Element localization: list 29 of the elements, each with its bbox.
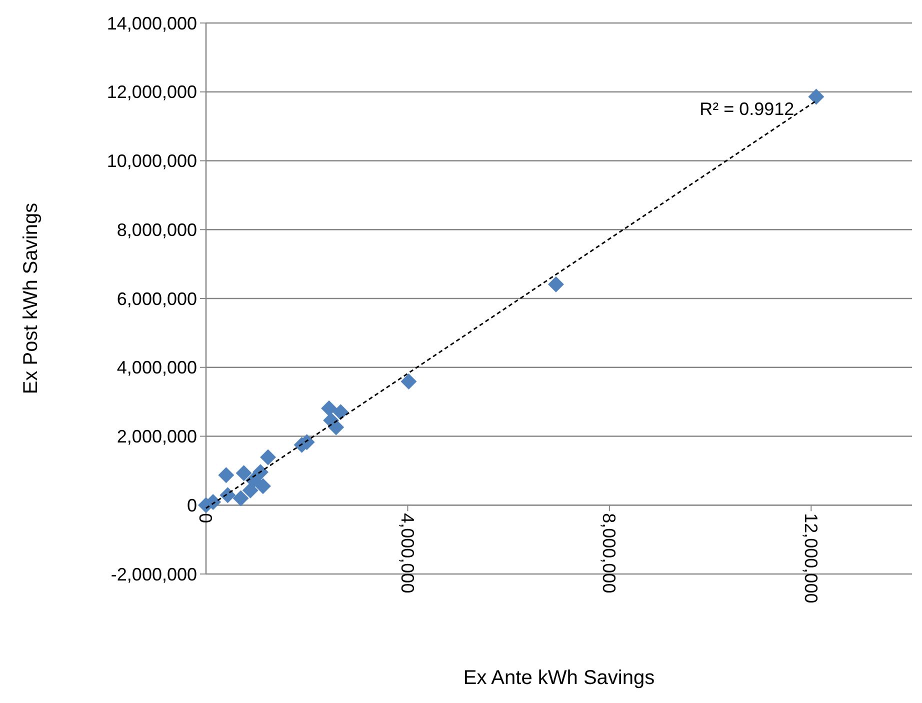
x-tick-label: 0 xyxy=(196,513,216,524)
point xyxy=(252,464,268,480)
point xyxy=(808,88,824,105)
y-tick-label: 0 xyxy=(186,495,197,516)
x-tick-label: 12,000,000 xyxy=(800,513,821,604)
y-tick-label: -2,000,000 xyxy=(110,564,197,584)
y-tick-label: 12,000,000 xyxy=(106,82,197,102)
x-tick-label: 4,000,000 xyxy=(397,513,418,594)
point xyxy=(236,465,252,482)
point xyxy=(218,467,234,484)
point xyxy=(400,373,417,390)
y-tick-label: 6,000,000 xyxy=(116,288,197,309)
y-tick-label: 14,000,000 xyxy=(106,13,197,34)
annotation: R² = 0.9912 xyxy=(700,98,794,119)
y-tick-label: 8,000,000 xyxy=(116,220,197,240)
point xyxy=(260,449,276,466)
y-axis-title: Ex Post kWh Savings xyxy=(20,202,42,394)
point xyxy=(321,400,338,416)
point xyxy=(254,478,271,494)
x-axis-title: Ex Ante kWh Savings xyxy=(463,667,655,689)
point xyxy=(548,276,564,292)
point xyxy=(220,487,236,504)
point xyxy=(328,419,344,436)
x-tick-label: 8,000,000 xyxy=(599,513,620,594)
y-tick-label: 4,000,000 xyxy=(116,358,197,378)
y-tick-label: 2,000,000 xyxy=(116,426,197,447)
y-tick-label: 10,000,000 xyxy=(106,151,197,172)
point xyxy=(332,404,349,420)
point xyxy=(232,490,249,506)
